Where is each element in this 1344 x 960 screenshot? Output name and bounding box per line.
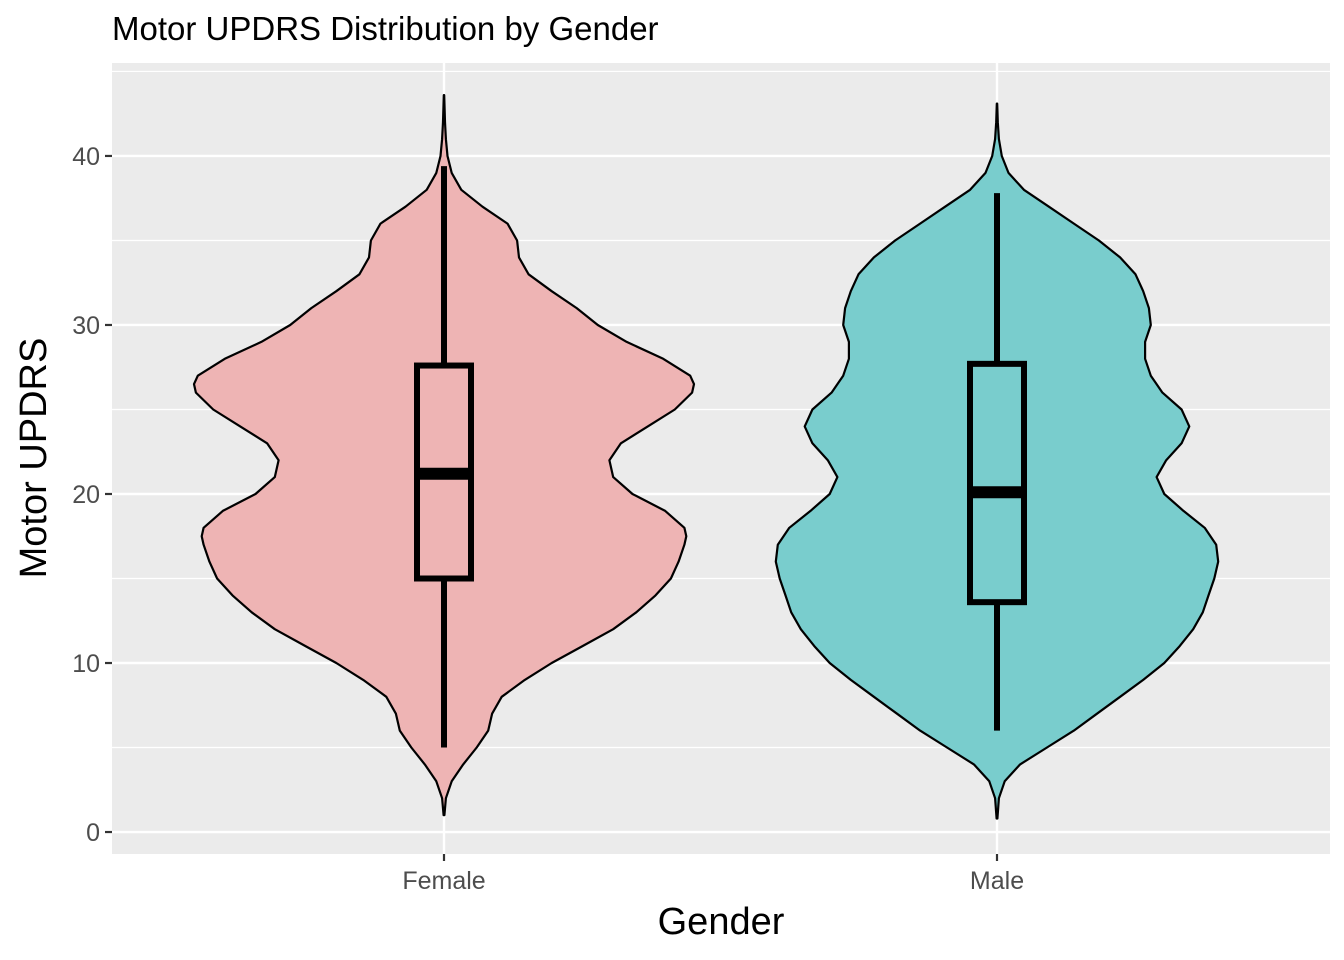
x-axis-title: Gender [658, 901, 785, 943]
y-tick-label: 0 [86, 819, 100, 847]
y-tick-label: 30 [72, 312, 100, 340]
y-axis-title: Motor UPDRS [13, 338, 55, 579]
y-tick-label: 40 [72, 143, 100, 171]
y-tick-label: 10 [72, 650, 100, 678]
x-axis: Female Male [402, 854, 1024, 895]
violins [192, 94, 1220, 820]
boxplots [414, 166, 1027, 748]
y-axis: 0 10 20 30 40 [72, 143, 112, 847]
violin-female [192, 94, 696, 817]
x-tick-label-female: Female [402, 867, 485, 895]
chart-title: Motor UPDRS Distribution by Gender [112, 10, 659, 47]
y-tick-label: 20 [72, 481, 100, 509]
box-male [967, 360, 1027, 606]
violin-male [774, 102, 1220, 820]
x-tick-label-male: Male [970, 867, 1024, 895]
